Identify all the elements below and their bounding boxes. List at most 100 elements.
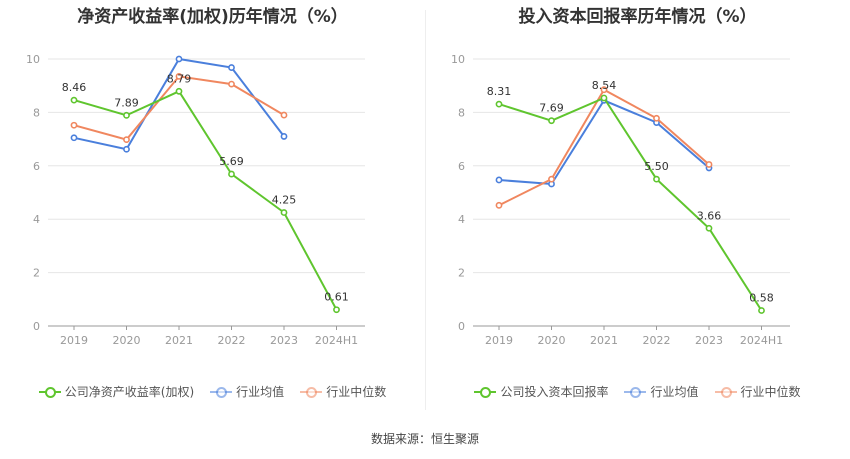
data-point — [548, 117, 555, 125]
y-tick-label: 4 — [33, 213, 40, 226]
x-tick-label: 2023 — [695, 334, 723, 347]
data-point — [758, 307, 765, 314]
data-label: 3.66 — [697, 209, 722, 222]
data-point — [333, 306, 340, 314]
legend-item[interactable]: 公司净资产收益率(加权) — [38, 383, 195, 400]
y-tick-label: 8 — [458, 106, 465, 119]
legend-label: 公司投入资本回报率 — [500, 385, 609, 399]
data-point — [653, 114, 660, 122]
y-tick-label: 8 — [33, 106, 40, 119]
data-label: 0.58 — [749, 292, 774, 305]
roic-chart-plot: 0 2 4 6 8 10 2019 2020 2021 2022 2023 2024H1 8.31 7.6… — [451, 53, 790, 347]
data-label: 4.25 — [272, 194, 297, 207]
legend-item[interactable]: 公司投入资本回报率 — [474, 383, 608, 400]
data-point — [548, 175, 555, 183]
data-point — [228, 64, 235, 71]
data-point — [600, 94, 608, 102]
y-tick-label: 6 — [458, 160, 465, 173]
series-line-2 — [73, 75, 285, 141]
roe-chart-legend: 公司净资产收益率(加权) 行业均值 行业中位数 — [0, 383, 425, 400]
x-tick-label: 2020 — [538, 334, 566, 347]
data-point — [70, 121, 78, 129]
legend-label: 行业中位数 — [326, 385, 387, 399]
series-line-2 — [498, 88, 710, 207]
data-label: 8.79 — [167, 72, 192, 85]
data-point — [705, 161, 713, 168]
data-point — [280, 111, 288, 119]
data-point — [175, 87, 183, 95]
roic-chart-panel: 投入资本回报率历年情况（%） 0 2 4 6 8 10 2019 2020 2021 2022 20… — [425, 0, 850, 420]
panel-divider — [425, 10, 426, 410]
legend-item[interactable]: 行业中位数 — [300, 383, 386, 400]
legend-marker — [474, 386, 497, 398]
data-point — [653, 175, 660, 183]
x-tick-label: 2021 — [165, 334, 193, 347]
data-label: 5.69 — [219, 155, 244, 168]
legend-marker-dot — [480, 386, 492, 398]
legend-marker-dot — [44, 386, 56, 398]
data-point — [123, 111, 130, 119]
x-tick-label: 2019 — [60, 334, 88, 347]
roe-chart-panel: 净资产收益率(加权)历年情况（%） 0 2 4 6 8 10 2019 2020 2021 202… — [0, 0, 425, 420]
legend-marker-dot — [720, 386, 732, 398]
data-point — [228, 80, 235, 88]
y-tick-label: 2 — [33, 267, 40, 280]
x-tick-label: 2022 — [643, 334, 671, 347]
x-tick-label: 2022 — [218, 334, 246, 347]
legend-label: 行业均值 — [650, 385, 699, 399]
legend-marker — [300, 386, 323, 398]
y-tick-label: 6 — [33, 160, 40, 173]
legend-label: 行业均值 — [236, 385, 285, 399]
legend-marker — [38, 386, 61, 398]
x-tick-label: 2020 — [113, 334, 141, 347]
legend-item[interactable]: 行业中位数 — [714, 383, 801, 400]
data-point — [228, 170, 235, 178]
roic-chart-legend: 公司投入资本回报率 行业均值 行业中位数 — [425, 383, 850, 400]
data-label: 8.31 — [487, 85, 512, 98]
x-tick-label: 2024H1 — [740, 334, 783, 347]
x-tick-label: 2019 — [485, 334, 513, 347]
legend-label: 公司净资产收益率(加权) — [64, 385, 195, 399]
data-source-note: 数据来源：恒生聚源 — [370, 432, 479, 446]
data-point — [70, 134, 78, 142]
data-point — [280, 133, 288, 140]
data-label: 7.89 — [114, 96, 139, 109]
roe-chart-title: 净资产收益率(加权)历年情况（%） — [77, 7, 348, 27]
data-point — [600, 86, 608, 94]
y-tick-label: 10 — [451, 53, 465, 66]
data-point — [175, 72, 183, 80]
y-tick-label: 0 — [458, 320, 465, 333]
data-label: 0.61 — [324, 291, 349, 304]
y-tick-label: 10 — [26, 53, 40, 66]
data-point — [175, 55, 183, 63]
legend-marker — [714, 386, 737, 398]
data-point — [123, 145, 130, 153]
legend-marker-dot — [306, 386, 318, 398]
legend-marker-dot — [630, 386, 642, 398]
legend-marker — [624, 386, 647, 398]
data-label: 8.54 — [592, 79, 617, 92]
data-point — [495, 176, 503, 184]
legend-label: 行业中位数 — [740, 385, 801, 399]
y-tick-label: 0 — [33, 320, 40, 333]
legend-marker-dot — [216, 386, 228, 398]
data-point — [70, 96, 78, 104]
x-tick-label: 2024H1 — [315, 334, 358, 347]
data-label: 7.69 — [539, 102, 564, 115]
legend-marker — [210, 386, 233, 398]
data-point — [705, 224, 713, 232]
x-tick-label: 2023 — [270, 334, 298, 347]
data-point — [495, 201, 503, 209]
data-point — [123, 136, 130, 144]
series-line-0 — [498, 96, 763, 312]
data-point — [280, 209, 288, 216]
series-line-0 — [73, 90, 338, 311]
x-tick-label: 2021 — [590, 334, 618, 347]
legend-item[interactable]: 行业均值 — [210, 383, 284, 400]
data-label: 8.46 — [62, 81, 87, 94]
data-label: 5.50 — [644, 160, 669, 173]
data-point — [495, 100, 503, 108]
legend-item[interactable]: 行业均值 — [624, 383, 699, 400]
y-tick-label: 4 — [458, 213, 465, 226]
series-line-1 — [498, 99, 710, 186]
